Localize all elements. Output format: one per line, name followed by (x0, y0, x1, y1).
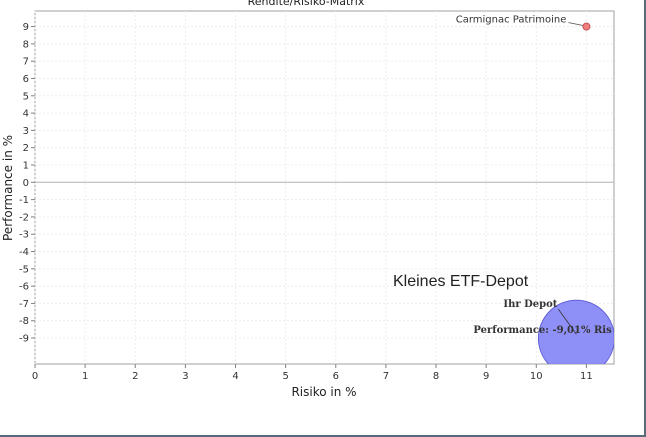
y-tick-label: 7 (23, 57, 29, 68)
depot-label-leader (558, 308, 577, 335)
carmignac-label: Carmignac Patrimoine (456, 15, 567, 26)
x-tick-label: 5 (282, 371, 288, 382)
y-tick-label: 0 (23, 178, 29, 189)
x-tick-label: 10 (530, 371, 543, 382)
x-tick-label: 9 (483, 371, 489, 382)
y-tick-label: 5 (23, 91, 29, 102)
y-tick-label: -4 (19, 247, 29, 258)
x-tick-label: 6 (333, 371, 339, 382)
point-label-leader (568, 22, 584, 26)
y-tick-label: -6 (19, 282, 29, 293)
y-tick-label: -5 (19, 264, 29, 275)
y-tick-label: 2 (23, 143, 29, 154)
depot-annotation: Kleines ETF-Depot (393, 273, 529, 290)
depot-performance-label: Performance: -9,01% Ris (473, 325, 612, 336)
y-tick-label: 8 (23, 39, 29, 50)
chart-title: Rendite/Risiko-Matrix (248, 0, 365, 8)
y-tick-label: 6 (23, 74, 29, 85)
x-tick-label: 3 (182, 371, 188, 382)
x-tick-label: 0 (32, 371, 38, 382)
y-tick-label: -3 (19, 230, 29, 241)
y-axis-title: Performance in % (1, 135, 15, 241)
y-tick-label: 1 (23, 161, 29, 172)
series-layer: Ihr Depot Performance: -9,01% Ris (473, 299, 614, 376)
y-tick-label: -7 (19, 299, 29, 310)
y-axis: 9 8 7 6 5 4 3 2 1 0 -1 -2 -3 -4 -5 -6 -7 -8 -9 (19, 22, 35, 345)
y-tick-label: -2 (19, 212, 29, 223)
y-tick-label: -9 (19, 334, 29, 345)
carmignac-point[interactable] (582, 22, 591, 31)
x-tick-label: 4 (232, 371, 238, 382)
depot-name-label: Ihr Depot (503, 299, 557, 310)
y-tick-label: -1 (19, 195, 29, 206)
x-axis-title: Risiko in % (291, 385, 356, 399)
x-tick-label: 7 (383, 371, 389, 382)
x-tick-label: 2 (132, 371, 138, 382)
y-tick-label: 4 (23, 109, 29, 120)
y-tick-label: 3 (23, 126, 29, 137)
x-axis: 0 1 2 3 4 5 6 7 8 9 10 11 (32, 364, 593, 382)
depot-bubble[interactable] (537, 299, 614, 376)
plot-area (34, 10, 615, 365)
x-tick-label: 11 (580, 371, 593, 382)
y-tick-label: -8 (19, 316, 29, 327)
x-tick-label: 8 (433, 371, 439, 382)
y-tick-label: 9 (23, 22, 29, 33)
x-tick-label: 1 (82, 371, 88, 382)
